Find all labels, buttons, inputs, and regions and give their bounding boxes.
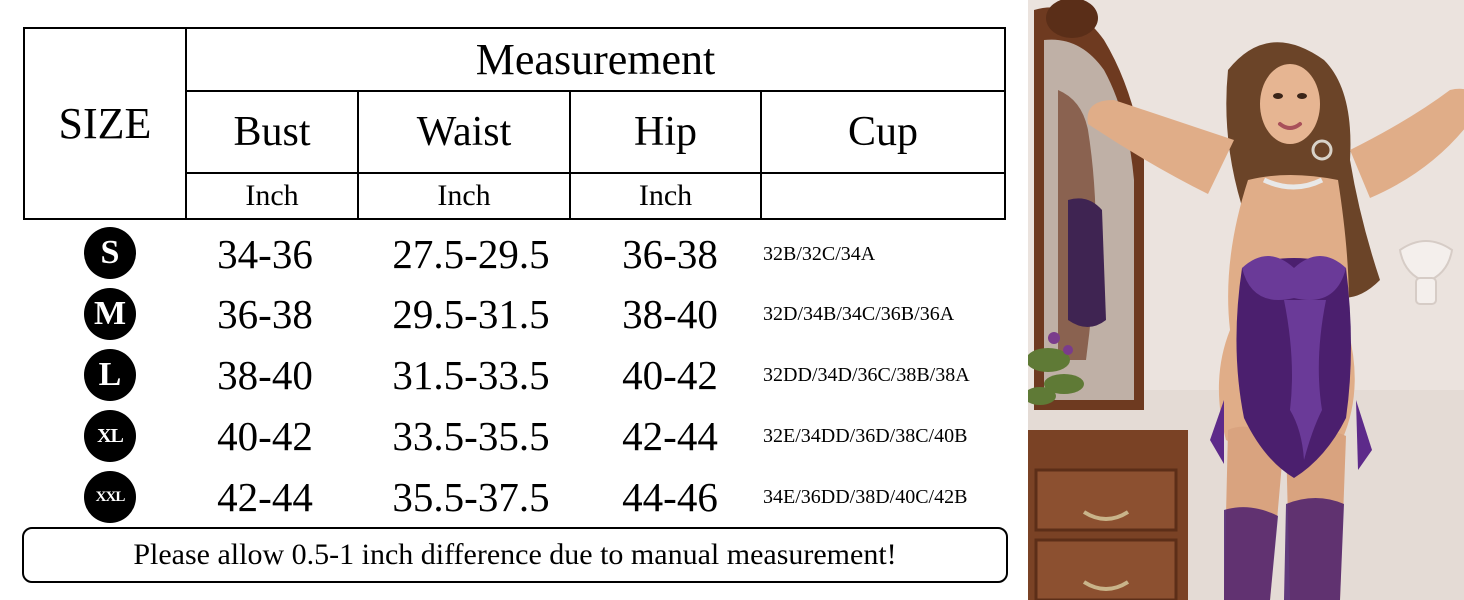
bust-unit: Inch	[185, 172, 359, 220]
table-cell-hip: 42-44	[622, 413, 718, 459]
table-cell-waist: 33.5-35.5	[392, 413, 550, 459]
table-cell-waist: 35.5-37.5	[392, 474, 550, 520]
table-cell-cup: 34E/36DD/38D/40C/42B	[763, 485, 968, 508]
measurement-header: Measurement	[185, 27, 1006, 92]
measurement-note: Please allow 0.5-1 inch difference due t…	[22, 527, 1008, 583]
dresser	[1028, 430, 1188, 600]
product-photo	[1028, 0, 1464, 600]
cup-header: Cup	[760, 90, 1006, 174]
necklace	[1262, 177, 1324, 190]
table-cell-cup: 32DD/34D/36C/38B/38A	[763, 363, 970, 386]
arms	[1087, 88, 1464, 198]
cup-unit	[760, 172, 1006, 220]
face	[1260, 64, 1320, 144]
hip-unit: Inch	[569, 172, 762, 220]
table-cell-bust: 42-44	[217, 474, 313, 520]
hip-header: Hip	[569, 90, 762, 174]
table-cell-bust: 34-36	[217, 231, 313, 277]
stockings	[1224, 498, 1344, 600]
table-cell-hip: 38-40	[622, 291, 718, 337]
waist-unit: Inch	[357, 172, 571, 220]
earring	[1311, 139, 1333, 161]
table-cell-hip: 40-42	[622, 352, 718, 398]
table-cell-waist: 31.5-33.5	[392, 352, 550, 398]
table-cell-cup: 32E/34DD/36D/38C/40B	[763, 424, 968, 447]
table-cell-waist: 27.5-29.5	[392, 231, 550, 277]
bow-left	[1210, 400, 1224, 464]
table-cell-bust: 36-38	[217, 291, 313, 337]
size-header: SIZE	[23, 27, 187, 220]
lace-cups	[1242, 256, 1346, 300]
bow-right	[1356, 400, 1372, 470]
lace-panel	[1284, 300, 1326, 460]
size-badge-xxl: XXL	[84, 471, 136, 523]
bust-header: Bust	[185, 90, 359, 174]
table-cell-cup: 32D/34B/34C/36B/36A	[763, 302, 955, 325]
size-badge-m: M	[84, 288, 136, 340]
waist-header: Waist	[357, 90, 571, 174]
plant	[1028, 332, 1084, 405]
size-badge-xl: XL	[84, 410, 136, 462]
table-cell-waist: 29.5-31.5	[392, 291, 550, 337]
table-cell-bust: 38-40	[217, 352, 313, 398]
wall-ornament	[1398, 240, 1454, 305]
size-badge-s: S	[84, 227, 136, 279]
table-cell-cup: 32B/32C/34A	[763, 242, 876, 265]
table-cell-hip: 36-38	[622, 231, 718, 277]
table-cell-bust: 40-42	[217, 413, 313, 459]
size-badge-l: L	[84, 349, 136, 401]
table-cell-hip: 44-46	[622, 474, 718, 520]
